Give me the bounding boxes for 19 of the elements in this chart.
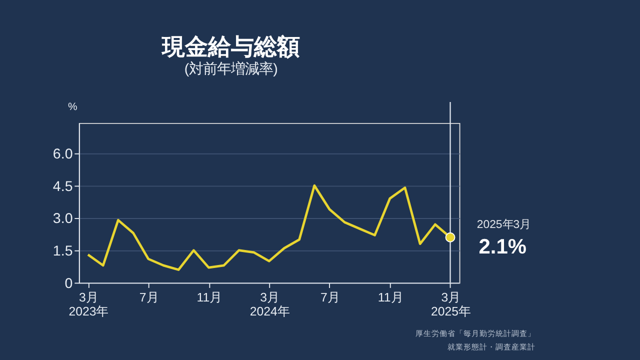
text: 厚生労働省「毎月勤労統計調査」 bbox=[415, 328, 536, 338]
x-tick-label: 3月 2025年 bbox=[430, 290, 470, 319]
annotation: 2025年3月 bbox=[476, 218, 531, 231]
y-tick-label: 4.5 bbox=[52, 178, 73, 195]
x-tick-label: 7月 bbox=[320, 290, 340, 304]
x-tick-label: 3月 2024年 bbox=[250, 290, 290, 319]
x-tick-label: 11月 bbox=[196, 290, 222, 304]
x-tick-label: 7月 bbox=[139, 290, 158, 304]
y-tick-label: 0 bbox=[64, 276, 73, 292]
text: 就業形態計・調査産業計 bbox=[447, 342, 536, 352]
x-tick-label: 3月 2023年 bbox=[68, 290, 108, 319]
chart-title: 現金給与総額 bbox=[161, 33, 300, 60]
x-tick-label: 11月 bbox=[378, 290, 403, 304]
y-tick-label: 1.5 bbox=[52, 244, 73, 260]
chart-subtitle: (対前年増減率) bbox=[184, 60, 278, 78]
y-tick-label: 6.0 bbox=[52, 146, 73, 162]
annotation: 2.1% bbox=[478, 236, 527, 259]
y-tick-label: 3.0 bbox=[52, 211, 73, 228]
y-axis-title: % bbox=[68, 102, 78, 114]
